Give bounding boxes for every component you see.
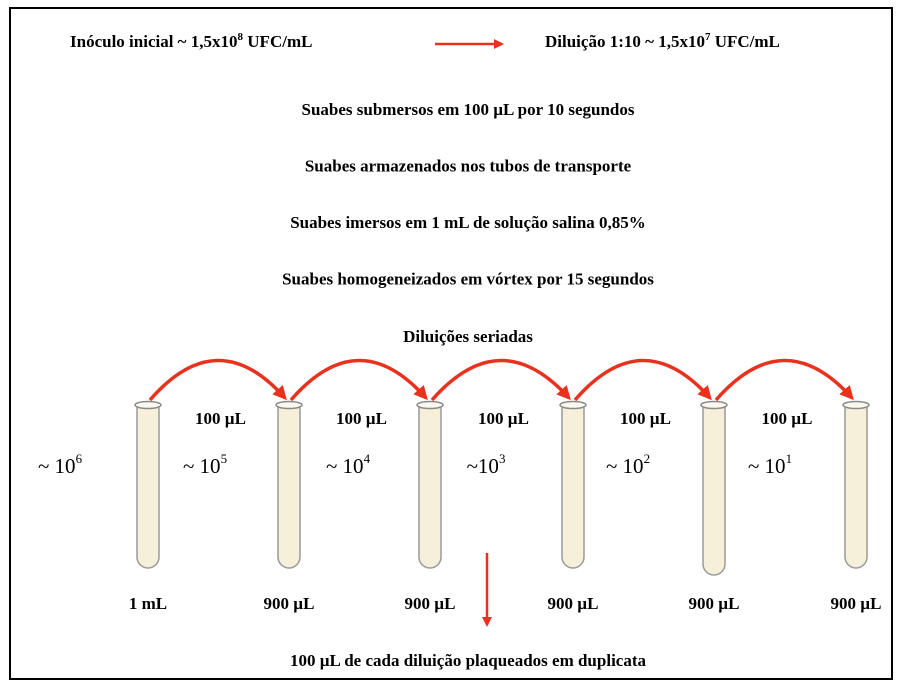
- concentration-exponent: 3: [499, 451, 506, 466]
- diagram: Inóculo inicial ~ 1,5x108 UFC/mL Diluiçã…: [0, 0, 903, 688]
- concentration-base: ~ 10: [748, 454, 786, 478]
- concentration: ~ 101: [748, 451, 792, 477]
- tube: [278, 405, 300, 568]
- concentration-exponent: 5: [221, 451, 228, 466]
- transfer-volume: 100 µL: [195, 409, 246, 428]
- step: Suabes submersos em 100 µL por 10 segund…: [301, 100, 634, 119]
- tube: [703, 405, 725, 575]
- tube: [562, 405, 584, 568]
- tube-rim: [417, 402, 443, 409]
- transfer-arrow: [716, 360, 852, 400]
- tube: [845, 405, 867, 568]
- tube-rim: [701, 402, 727, 409]
- tube-rim: [135, 402, 161, 409]
- step: Suabes imersos em 1 mL de solução salina…: [290, 213, 646, 232]
- concentration: ~ 102: [606, 451, 650, 477]
- tube-volume: 900 µL: [689, 594, 740, 613]
- transfer-volume: 100 µL: [478, 409, 529, 428]
- tube-volume: 900 µL: [548, 594, 599, 613]
- footer: 100 µL de cada diluição plaqueados em du…: [290, 651, 646, 670]
- concentration: ~ 105: [183, 451, 227, 477]
- concentration: ~ 106: [38, 451, 83, 477]
- concentration-base: ~ 10: [183, 454, 221, 478]
- transfer-arrow: [432, 360, 569, 400]
- concentration-base: ~ 10: [606, 454, 644, 478]
- tube-rim: [276, 402, 302, 409]
- tube-volume: 900 µL: [405, 594, 456, 613]
- concentration-base: ~ 10: [326, 454, 364, 478]
- serial-title: Diluições seriadas: [403, 327, 533, 346]
- concentration-base: ~ 10: [38, 454, 76, 478]
- step: Suabes homogeneizados em vórtex por 15 s…: [282, 269, 654, 288]
- concentration-exponent: 1: [786, 451, 793, 466]
- concentration-exponent: 6: [76, 451, 83, 466]
- transfer-volume: 100 µL: [336, 409, 387, 428]
- transfer-arrow: [150, 360, 285, 400]
- concentration-exponent: 2: [644, 451, 651, 466]
- concentration: ~ 104: [326, 451, 371, 477]
- tube-volume: 900 µL: [831, 594, 882, 613]
- inoculum-label: Inóculo inicial ~ 1,5x108 UFC/mL: [70, 31, 312, 51]
- transfer-volume: 100 µL: [620, 409, 671, 428]
- transfer-volume: 100 µL: [762, 409, 813, 428]
- tube-volume: 900 µL: [264, 594, 315, 613]
- tube: [419, 405, 441, 568]
- transfer-arrow: [575, 360, 710, 400]
- concentration: ~103: [467, 451, 506, 477]
- tube-rim: [560, 402, 586, 409]
- tube-rim: [843, 402, 869, 409]
- tube: [137, 405, 159, 568]
- transfer-arrow: [291, 360, 426, 400]
- tube-volume: 1 mL: [129, 594, 167, 613]
- step: Suabes armazenados nos tubos de transpor…: [305, 156, 632, 175]
- concentration-base: ~10: [467, 454, 499, 478]
- concentration-exponent: 4: [364, 451, 371, 466]
- dilution-label: Diluição 1:10 ~ 1,5x107 UFC/mL: [545, 31, 780, 51]
